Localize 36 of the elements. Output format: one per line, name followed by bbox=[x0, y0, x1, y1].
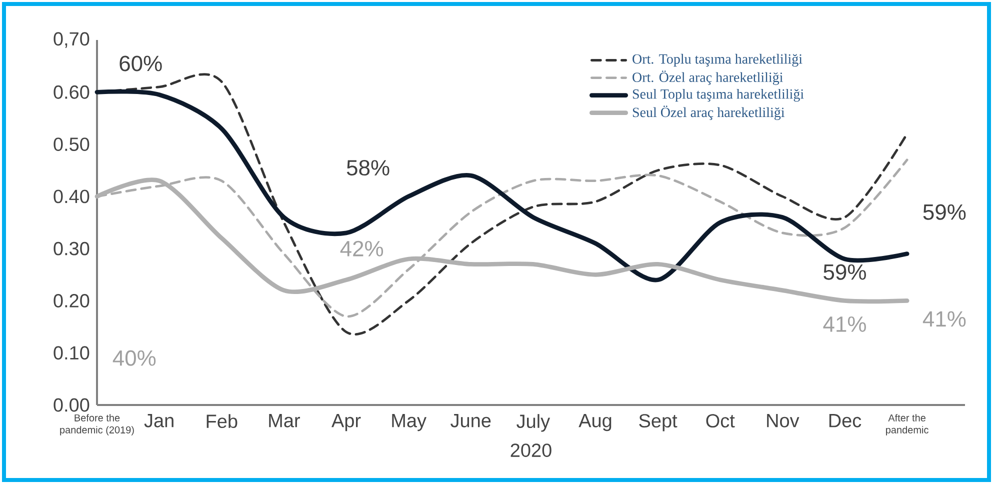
annotation: 40% bbox=[112, 350, 156, 366]
x-axis-title: 2020 bbox=[510, 444, 552, 458]
x-tick-label: Feb bbox=[206, 414, 238, 428]
x-tick-label: July bbox=[516, 414, 550, 432]
x-tick-label: Jan bbox=[144, 414, 174, 428]
x-tick-label: Before the pandemic (2019) bbox=[60, 414, 134, 436]
y-tick-label: 0.20 bbox=[54, 294, 90, 308]
x-tick-label: Apr bbox=[331, 414, 361, 432]
annotation: 59% bbox=[923, 204, 966, 220]
x-tick-label: June bbox=[450, 414, 491, 428]
line-series bbox=[94, 89, 910, 282]
legend-label: Seul Toplu taşıma hareketliliği bbox=[632, 88, 804, 102]
x-tick-label: Oct bbox=[706, 414, 735, 428]
y-tick-label: 0.60 bbox=[54, 85, 90, 99]
x-tick-label: Dec bbox=[829, 414, 862, 428]
x-tick-label: Aug bbox=[578, 414, 612, 432]
annotation: 60% bbox=[120, 56, 162, 72]
y-tick-label: 0.00 bbox=[54, 398, 90, 412]
y-tick-label: 0.30 bbox=[54, 242, 90, 256]
legend-label: Ort. Toplu taşıma hareketliliği bbox=[632, 54, 802, 67]
y-tick-label: 0,70 bbox=[54, 32, 90, 48]
y-tick-label: 0.50 bbox=[54, 138, 90, 152]
x-tick-label: Mar bbox=[269, 414, 300, 428]
annotation: 42% bbox=[340, 240, 384, 256]
legend-label: Ort. Özel araç hareketliliği bbox=[632, 70, 783, 85]
y-tick-label: 0.40 bbox=[54, 190, 90, 204]
x-tick-label: Nov bbox=[767, 414, 800, 428]
legend-label: Seul Özel araç hareketliliği bbox=[632, 106, 785, 120]
annotation: 59% bbox=[824, 264, 866, 280]
x-tick-label: Sept bbox=[639, 414, 678, 432]
x-tick-label: May bbox=[392, 414, 426, 432]
y-tick-label: 0.10 bbox=[54, 346, 90, 360]
x-tick-label: After the pandemic bbox=[886, 414, 928, 436]
annotation: 41% bbox=[922, 311, 966, 327]
annotation: 41% bbox=[823, 316, 866, 332]
annotation: 58% bbox=[346, 160, 390, 176]
